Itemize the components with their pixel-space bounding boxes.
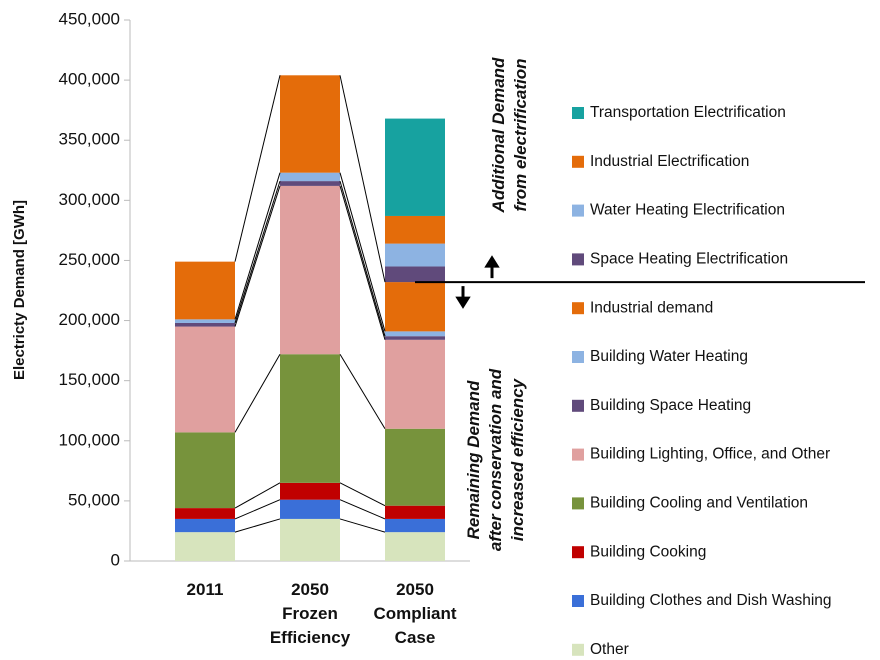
y-tick-label: 0 [111,550,120,569]
connector-line [234,499,281,520]
y-tick-label: 100,000 [59,430,120,449]
legend-label: Building Cooking [590,543,706,560]
bar-segment [385,331,445,337]
arrow-up [484,255,500,279]
connector-line [339,185,386,340]
legend-swatch [572,302,584,315]
connector-line [234,353,281,433]
legend-swatch [572,595,584,607]
y-tick-label: 400,000 [59,70,120,89]
connector-line [339,499,386,520]
legend-swatch [572,204,584,217]
x-tick-label: 2050 Frozen Efficiency [269,580,351,647]
bar-segment [175,508,235,519]
bar-segment [385,282,445,332]
y-tick-label: 200,000 [59,310,120,329]
legend-label: Transportation Electrification [590,104,786,121]
legend-label: Other [590,641,629,658]
bar-segment [385,339,445,429]
connector-line [234,518,281,533]
bar-segment [280,75,340,173]
y-tick-label: 150,000 [59,370,120,389]
y-tick-label: 350,000 [59,130,120,149]
connector-line [234,180,281,324]
connector-line [234,482,281,509]
bar-segment [175,322,235,327]
x-tick-label: 2011 [186,580,224,599]
bar-segment [280,499,340,519]
legend-label: Building Space Heating [590,397,751,414]
legend-swatch [572,497,584,510]
legend-swatch [572,351,584,363]
legend-label: Building Lighting, Office, and Other [590,446,830,463]
bar-segment [280,482,340,500]
connector-line [339,172,386,332]
legend-label: Space Heating Electrification [590,250,788,267]
bar-segment [280,181,340,186]
arrow-down [455,286,471,309]
annotation: Additional Demand from electrification [489,57,530,213]
legend-swatch [572,643,584,656]
bar-segment [280,354,340,483]
y-tick-label: 50,000 [68,490,120,509]
bar-segment [175,326,235,433]
bar-segment [385,518,445,533]
legend-swatch [572,253,584,266]
legend-swatch [572,546,584,559]
connector-line [339,180,386,337]
bar-segment [385,215,445,244]
bar-segment [385,266,445,283]
bar-segment [175,319,235,323]
bar-segment [280,172,340,182]
bar-segment [385,532,445,561]
legend-label: Building Clothes and Dish Washing [590,592,832,609]
legend-swatch [572,155,584,168]
bar-segment [385,336,445,340]
bar-segment [175,261,235,320]
legend-label: Water Heating Electrification [590,202,785,219]
connector-line [339,518,386,533]
bar-segment [175,518,235,533]
y-tick-label: 250,000 [59,250,120,269]
bar-segment [280,185,340,355]
connector-line [234,75,281,262]
legend-swatch [572,399,584,412]
legend-swatch [572,107,584,119]
bar-segment [280,518,340,561]
legend-label: Industrial demand [590,299,713,316]
y-tick-label: 450,000 [59,9,120,28]
connector-line [234,185,281,327]
y-axis-label: Electricty Demand [GWh] [11,200,28,380]
bar-segment [385,428,445,506]
bar-segment [175,432,235,509]
legend-label: Industrial Electrification [590,153,749,170]
connector-line [234,172,281,320]
bar-segment [175,532,235,561]
x-tick-label: 2050 Compliant Case [373,580,457,647]
annotation: Remaining Demand after conservation and … [464,368,527,552]
connector-line [339,75,386,283]
legend-label: Building Water Heating [590,348,748,365]
y-tick-label: 300,000 [59,190,120,209]
legend-label: Building Cooling and Ventilation [590,494,808,511]
bar-segment [385,505,445,519]
connector-line [339,482,386,507]
legend-swatch [572,448,584,461]
bar-segment [385,243,445,267]
bar-segment [385,118,445,216]
connector-line [339,353,386,430]
